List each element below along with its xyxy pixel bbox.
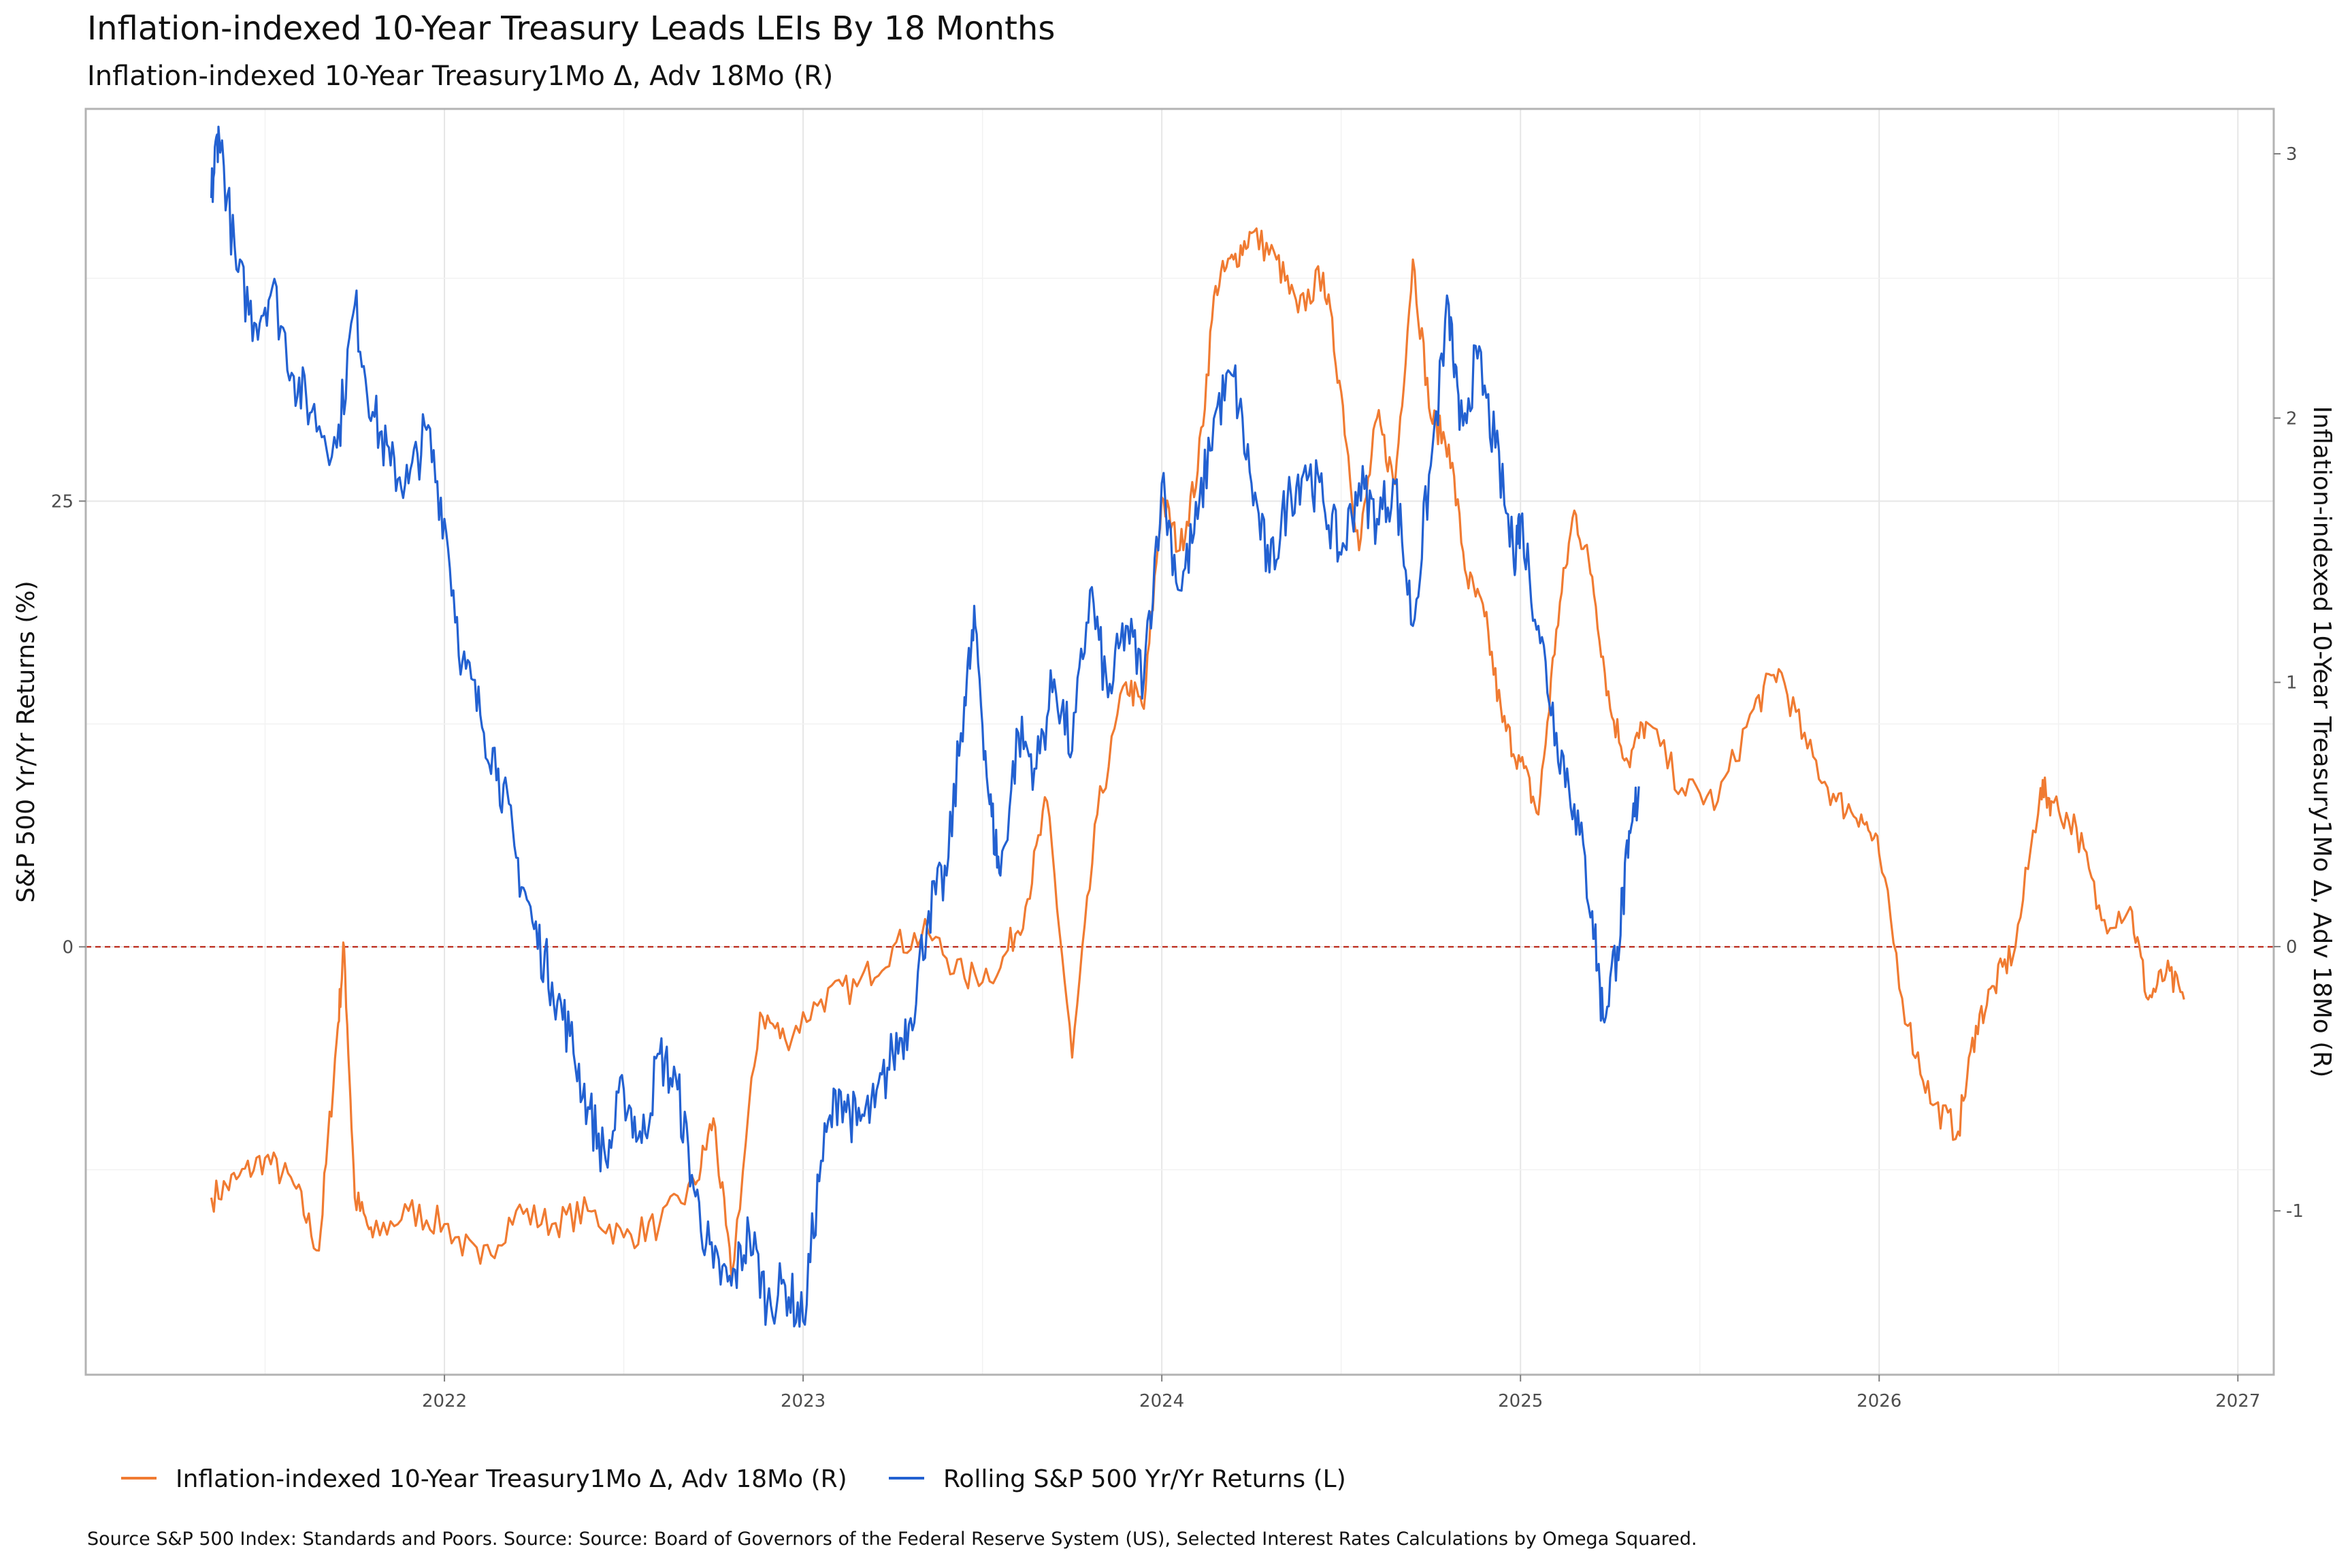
chart-subtitle: Inflation-indexed 10-Year Treasury1Mo Δ,… [87, 61, 833, 92]
legend-label-treasury: Inflation-indexed 10-Year Treasury1Mo Δ,… [176, 1465, 847, 1493]
y-right-tick-label: 0 [2286, 937, 2298, 958]
x-tick-label: 2024 [1139, 1391, 1184, 1411]
y-right-tick-label: 3 [2286, 144, 2298, 165]
y-right-tick-label: 1 [2286, 673, 2298, 693]
chart-caption: Source S&P 500 Index: Standards and Poor… [87, 1529, 1697, 1550]
chart-title: Inflation-indexed 10-Year Treasury Leads… [87, 10, 1055, 48]
series-line-sp500 [210, 125, 1640, 1328]
y-right-axis-title: Inflation-indexed 10-Year Treasury1Mo Δ,… [2308, 406, 2336, 1078]
x-tick-label: 2025 [1498, 1391, 1543, 1411]
y-right-tick-label: 2 [2286, 408, 2298, 429]
x-tick-label: 2026 [1857, 1391, 1901, 1411]
y-left-tick-label: 25 [51, 491, 74, 512]
x-tick-label: 2027 [2215, 1391, 2260, 1411]
series-line-treasury [210, 227, 2185, 1278]
panel-background [86, 109, 2274, 1375]
series-lines [210, 125, 2185, 1328]
panel-border [84, 108, 2275, 1376]
legend-label-sp500: Rolling S&P 500 Yr/Yr Returns (L) [943, 1465, 1346, 1493]
plot-panel [84, 108, 2275, 1376]
y-left-axis-title: S&P 500 Yr/Yr Returns (%) [12, 581, 40, 902]
x-axis-ticks: 2022 2023 2024 2025 2026 2027 [422, 1375, 2260, 1411]
x-tick-label: 2022 [422, 1391, 467, 1411]
x-tick-label: 2023 [781, 1391, 826, 1411]
y-right-tick-label: -1 [2286, 1201, 2304, 1222]
legend: Inflation-indexed 10-Year Treasury1Mo Δ,… [121, 1465, 1346, 1493]
y-left-axis-ticks: 0 25 [51, 491, 86, 958]
y-left-tick-label: 0 [62, 937, 74, 958]
y-right-axis-ticks: -1 0 1 2 3 [2274, 144, 2304, 1222]
